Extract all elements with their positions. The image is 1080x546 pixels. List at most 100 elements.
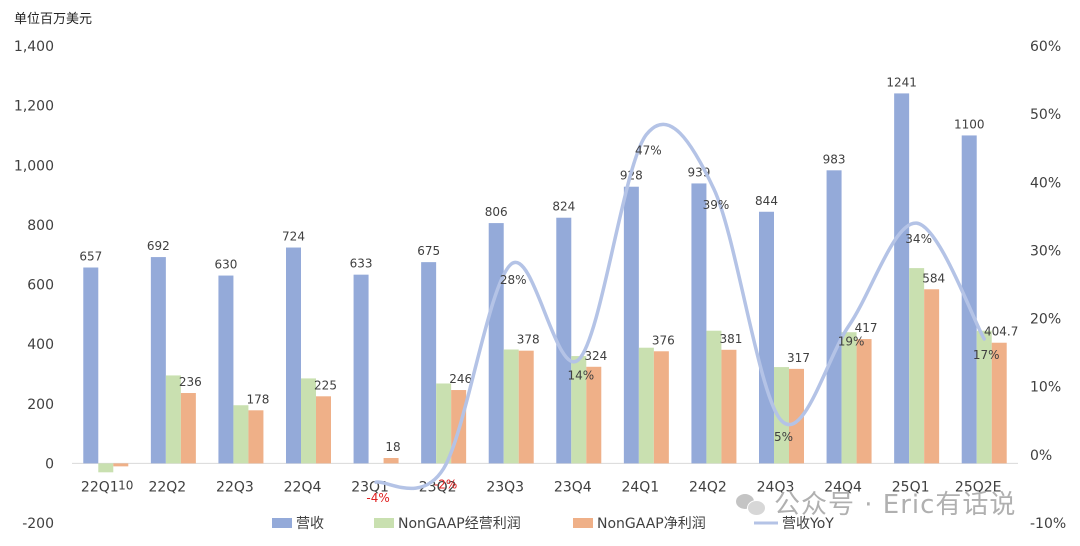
yoy-data-label: 28%	[500, 273, 527, 287]
legend-swatch	[573, 518, 593, 528]
watermark: 公众号 · Eric有话说	[736, 484, 1016, 521]
nongaap-net-profit-bar	[991, 342, 1007, 464]
yoy-data-label: -2%	[434, 477, 457, 491]
nongaap-op-profit-bar	[98, 463, 114, 473]
nongaap-op-profit-bar	[436, 383, 452, 464]
y-right-tick-label: 10%	[1030, 380, 1061, 396]
nongaap-net-profit-bar	[316, 396, 331, 464]
unit-label: 单位百万美元	[14, 12, 93, 27]
x-tick-label: 25Q2E	[955, 479, 1002, 495]
y-left-tick-label: 1,000	[14, 158, 54, 174]
legend-label: NonGAAP净利润	[597, 516, 706, 532]
nongaap-net-profit-bar	[856, 339, 872, 464]
nongaap-op-profit-bar	[638, 347, 654, 464]
legend-swatch	[272, 518, 292, 528]
x-tick-label: 23Q4	[554, 479, 592, 495]
yoy-data-label: 19%	[838, 334, 865, 348]
revenue-bar	[556, 217, 572, 464]
yoy-data-label: 5%	[774, 430, 793, 444]
watermark-text: 公众号 · Eric有话说	[774, 490, 1017, 520]
revenue-bar	[488, 223, 504, 464]
nongaap-net-profit-data-label: 584	[922, 271, 945, 285]
revenue-data-label: 675	[417, 244, 440, 258]
y-right-tick-label: 60%	[1030, 39, 1061, 55]
nongaap-net-profit-bar	[383, 458, 399, 464]
revenue-data-label: 633	[350, 257, 373, 271]
yoy-data-label: 39%	[703, 198, 730, 212]
revenue-data-label: 824	[552, 200, 575, 214]
y-left-tick-label: 200	[27, 397, 54, 413]
y-left-tick-label: 1,400	[14, 39, 54, 55]
revenue-data-label: 1241	[886, 75, 917, 89]
yoy-data-label: 34%	[905, 232, 932, 246]
legend-label: 营收	[296, 516, 324, 532]
revenue-bar	[759, 211, 774, 464]
y-right-tick-label: -10%	[1030, 516, 1066, 532]
nongaap-net-profit-bar	[653, 351, 669, 464]
revenue-data-label: 806	[485, 205, 508, 219]
x-tick-label: 24Q2	[689, 479, 727, 495]
x-tick-label: 23Q3	[486, 479, 524, 495]
revenue-bar	[826, 170, 842, 464]
legend-swatch	[374, 518, 394, 528]
nongaap-net-profit-data-label: 317	[787, 351, 810, 365]
nongaap-op-profit-bar	[774, 367, 789, 464]
y-left-tick-label: 400	[27, 337, 54, 353]
revenue-yoy-line	[374, 122, 986, 491]
x-tick-label: 22Q2	[148, 479, 186, 495]
nongaap-net-profit-data-label: 417	[855, 321, 878, 335]
revenue-bar	[961, 135, 977, 464]
x-tick-label: 24Q1	[621, 479, 659, 495]
revenue-data-label: 983	[823, 152, 846, 166]
nongaap-net-profit-bar	[789, 368, 804, 464]
nongaap-op-profit-bar	[503, 349, 519, 464]
revenue-data-label: 657	[79, 250, 102, 264]
nongaap-net-profit-data-label: 236	[179, 375, 202, 389]
x-tick-label: 22Q3	[216, 479, 254, 495]
revenue-data-label: 630	[214, 258, 237, 272]
x-tick-label: 24Q3	[757, 479, 795, 495]
wechat-icon	[736, 491, 766, 516]
revenue-data-label: 692	[147, 239, 170, 253]
x-tick-label: 22Q4	[284, 479, 322, 495]
y-right-tick-label: 40%	[1030, 175, 1061, 191]
revenue-bar	[353, 274, 369, 464]
nongaap-op-profit-bar	[976, 330, 992, 464]
x-tick-label: 22Q1	[81, 479, 119, 495]
nongaap-op-profit-bar	[706, 330, 722, 464]
y-right-tick-label: 0%	[1030, 448, 1052, 464]
revenue-bar	[150, 257, 166, 464]
nongaap-net-profit-bar	[586, 366, 602, 464]
nongaap-net-profit-data-label: 225	[314, 378, 337, 392]
revenue-bar	[421, 262, 437, 464]
nongaap-op-profit-bar	[301, 378, 316, 464]
yoy-data-label: -4%	[366, 491, 389, 505]
nongaap-net-profit-data-label: 10	[118, 478, 133, 492]
legend-label: 营收YoY	[782, 516, 834, 532]
nongaap-net-profit-bar	[518, 350, 534, 464]
nongaap-op-profit-bar	[233, 405, 249, 464]
revenue-data-label: 1100	[954, 117, 985, 131]
yoy-data-label: 47%	[635, 144, 662, 158]
nongaap-net-profit-bar	[180, 393, 196, 464]
nongaap-net-profit-data-label: 178	[246, 392, 269, 406]
nongaap-net-profit-data-label: 246	[449, 372, 472, 386]
revenue-bar	[286, 247, 301, 464]
revenue-data-label: 844	[755, 194, 778, 208]
nongaap-net-profit-data-label: 378	[517, 333, 540, 347]
nongaap-net-profit-data-label: 404.7	[984, 325, 1018, 339]
y-left-tick-label: 1,200	[14, 99, 54, 115]
nongaap-net-profit-bar	[113, 463, 129, 467]
nongaap-net-profit-bar	[721, 349, 737, 464]
revenue-bar	[218, 275, 234, 464]
yoy-data-label: 17%	[973, 348, 1000, 362]
y-left-tick-label: -200	[22, 516, 54, 532]
nongaap-op-profit-bar	[841, 332, 857, 464]
nongaap-net-profit-bar	[248, 410, 264, 464]
revenue-bar	[83, 267, 99, 464]
x-tick-label: 24Q4	[824, 479, 862, 495]
nongaap-net-profit-bar	[924, 289, 940, 464]
y-left-tick-label: 0	[45, 456, 54, 472]
x-tick-label: 25Q1	[892, 479, 930, 495]
